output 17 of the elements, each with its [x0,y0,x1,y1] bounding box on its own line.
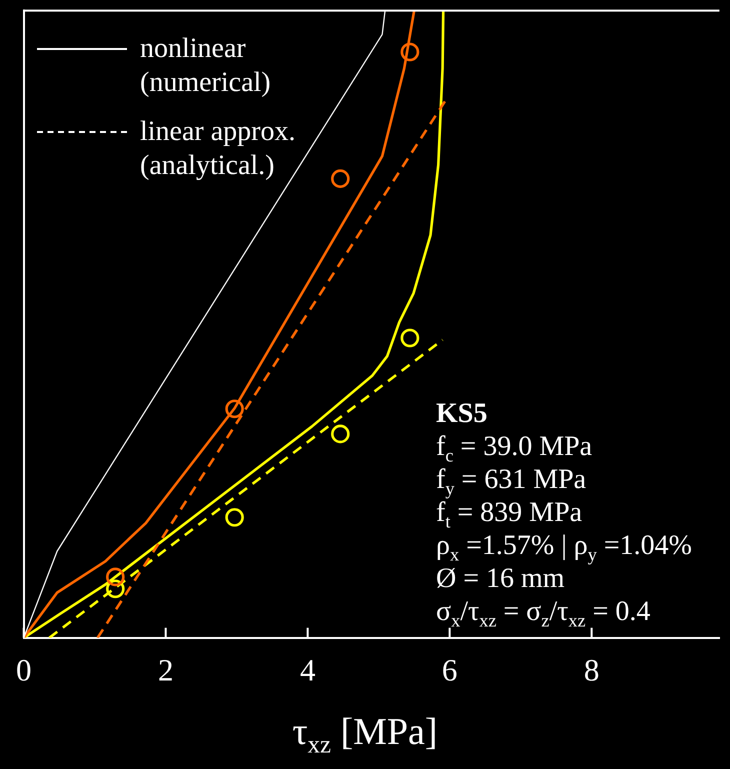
annotation: nonlinear (numerical) [140,32,271,100]
text: f$_{c}$ = 39.0 MPa f$_{y}$ = 631 MPa f$_{t}$ = 839 MPa ρ$_{x}$ =1.57% | ρ$_{y}$ =1.04% Ø = 16 mm σ$_{x}$/τ$_{xz}$ = σ$_{z}$/τ$_{xz}$ = 0.4 [436,431,692,630]
point [225,400,244,418]
x-tick-label: 6 [442,652,458,688]
annotation: KS5 [436,397,488,431]
x-axis-title: τ$_{xz}$ [MPa] [291,710,439,759]
point [331,169,350,188]
x-tick-label: 4 [300,652,316,688]
point [331,424,350,444]
x-tick-label: 8 [584,652,600,688]
point [400,42,420,62]
point [225,508,244,527]
point [400,328,420,348]
x-tick-label: 0 [16,652,32,688]
point [106,568,125,586]
x-tick-label: 2 [158,652,174,688]
annotation: linear approx. (analytical.) [140,115,296,183]
